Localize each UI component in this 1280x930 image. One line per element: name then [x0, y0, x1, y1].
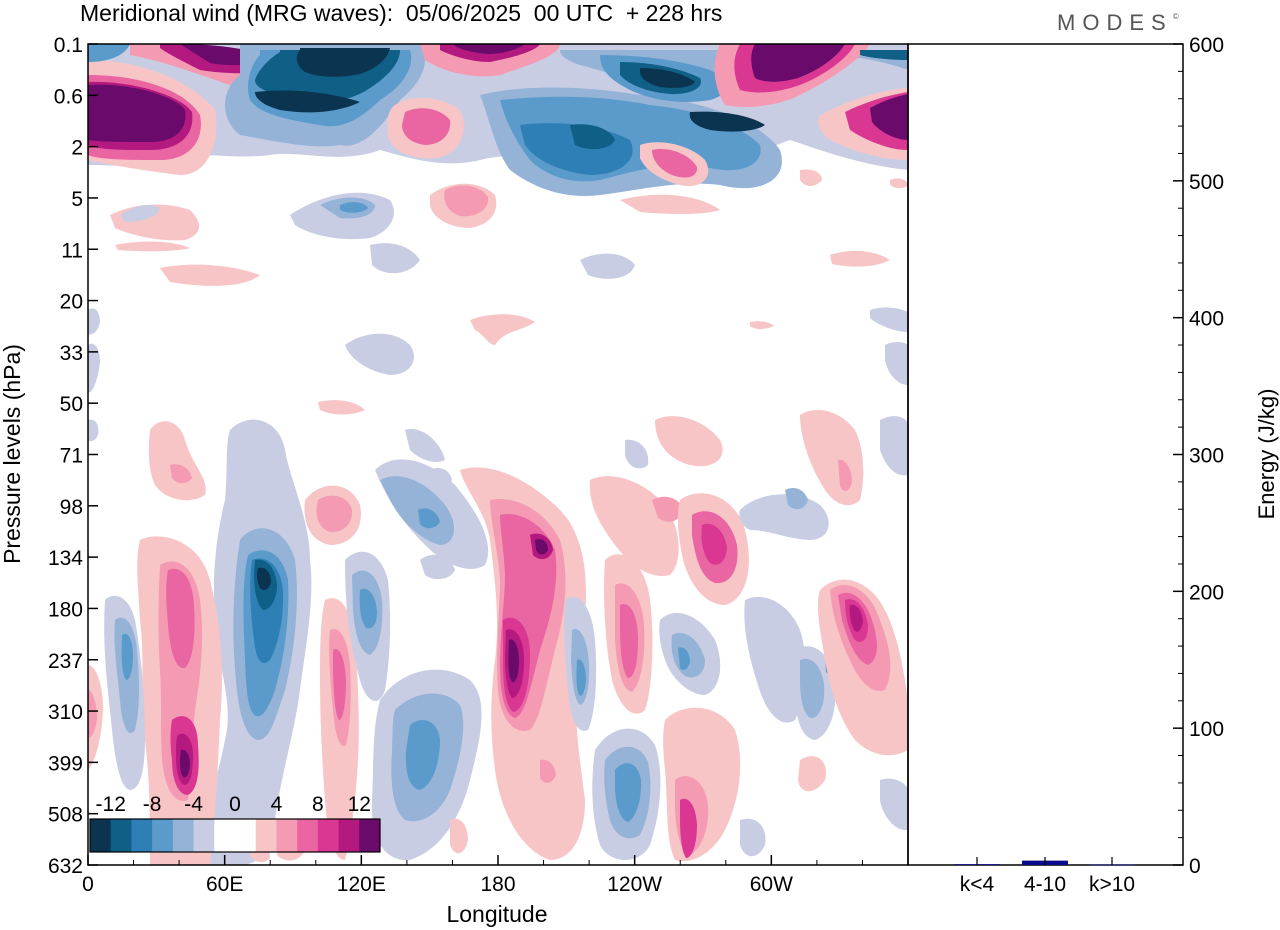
- y-tick-label: 237: [48, 650, 83, 673]
- y-tick-label: 71: [60, 445, 83, 468]
- category-label: k<4: [960, 873, 995, 896]
- x-tick-label: 120E: [337, 873, 386, 896]
- y-tick-label: 0.1: [54, 34, 83, 57]
- colorbar-swatch: [255, 819, 277, 852]
- colorbar-swatch: [193, 819, 215, 852]
- x-tick-label: 0: [82, 873, 94, 896]
- lower-band: [88, 410, 908, 865]
- contour-field: [88, 44, 908, 865]
- y-tick-label: 180: [48, 598, 83, 621]
- energy-panel-frame: [907, 43, 1184, 866]
- upper-band: [88, 44, 908, 196]
- energy-tick-label: 200: [1189, 581, 1224, 604]
- y-tick-label: 98: [60, 496, 83, 519]
- colorbar-swatch: [297, 819, 319, 852]
- colorbar: -12 -8 -4 0 4 8 12: [89, 793, 381, 853]
- colorbar-label: -12: [96, 793, 126, 816]
- colorbar-swatch: [235, 819, 257, 852]
- energy-tick-label: 300: [1189, 445, 1224, 468]
- x-tick-label: 60W: [750, 873, 793, 896]
- colorbar-label: 8: [312, 793, 324, 816]
- y-tick-label: 632: [48, 855, 83, 878]
- colorbar-label: -4: [184, 793, 203, 816]
- pressure-axis: 0.1 0.6 2 5 11 20 33 50 71 98 134 180 237 310 399 508 63…: [48, 34, 98, 878]
- mid-blobs: [88, 169, 908, 415]
- x-axis-label: Longitude: [446, 901, 547, 927]
- longitude-axis: 0 60E 120E 180 120W 60W: [82, 855, 863, 896]
- category-label: k>10: [1089, 873, 1135, 896]
- chart-title: Meridional wind (MRG waves): 05/06/2025 …: [80, 0, 723, 26]
- colorbar-label: 12: [348, 793, 371, 816]
- energy-tick-label: 0: [1189, 855, 1201, 878]
- energy-tick-label: 400: [1189, 308, 1224, 331]
- logo-text: MODES: [1057, 10, 1173, 35]
- x-tick-label: 120W: [607, 873, 662, 896]
- colorbar-swatch: [276, 819, 298, 852]
- colorbar-swatch: [152, 819, 174, 852]
- x-tick-label: 60E: [206, 873, 243, 896]
- colorbar-label: 4: [271, 793, 283, 816]
- energy-bars: k<4 4-10 k>10: [954, 857, 1135, 896]
- energy-axis-label: Energy (J/kg): [1254, 389, 1279, 520]
- colorbar-label: 0: [229, 793, 241, 816]
- colorbar-label: -8: [143, 793, 162, 816]
- colorbar-swatch: [110, 819, 132, 852]
- energy-tick-label: 600: [1189, 34, 1224, 57]
- modes-logo: MODES©: [1057, 10, 1179, 35]
- colorbar-frame: [89, 818, 381, 853]
- y-tick-label: 310: [48, 701, 83, 724]
- x-tick-label: 180: [480, 873, 515, 896]
- y-tick-label: 508: [48, 804, 83, 827]
- energy-tick-label: 500: [1189, 171, 1224, 194]
- y-tick-label: 399: [48, 752, 83, 775]
- energy-tick-label: 100: [1189, 718, 1224, 741]
- y-axis-label: Pressure levels (hPa): [0, 344, 25, 564]
- colorbar-swatch: [131, 819, 153, 852]
- y-tick-label: 0.6: [54, 85, 83, 108]
- y-tick-label: 50: [60, 393, 83, 416]
- energy-axis: 0 100 200 300 400 500 600: [1173, 34, 1224, 878]
- colorbar-swatch: [338, 819, 360, 852]
- y-tick-label: 33: [60, 342, 83, 365]
- colorbar-swatch: [317, 819, 340, 852]
- y-tick-label: 5: [71, 188, 83, 211]
- colorbar-swatch: [172, 819, 195, 852]
- colorbar-swatch: [214, 819, 236, 852]
- colorbar-swatch: [90, 819, 112, 852]
- y-tick-label: 134: [48, 547, 83, 570]
- y-tick-label: 11: [61, 239, 83, 262]
- category-label: 4-10: [1024, 873, 1066, 896]
- y-tick-label: 20: [60, 291, 83, 314]
- y-tick-label: 2: [71, 137, 83, 160]
- colorbar-swatch: [359, 819, 381, 852]
